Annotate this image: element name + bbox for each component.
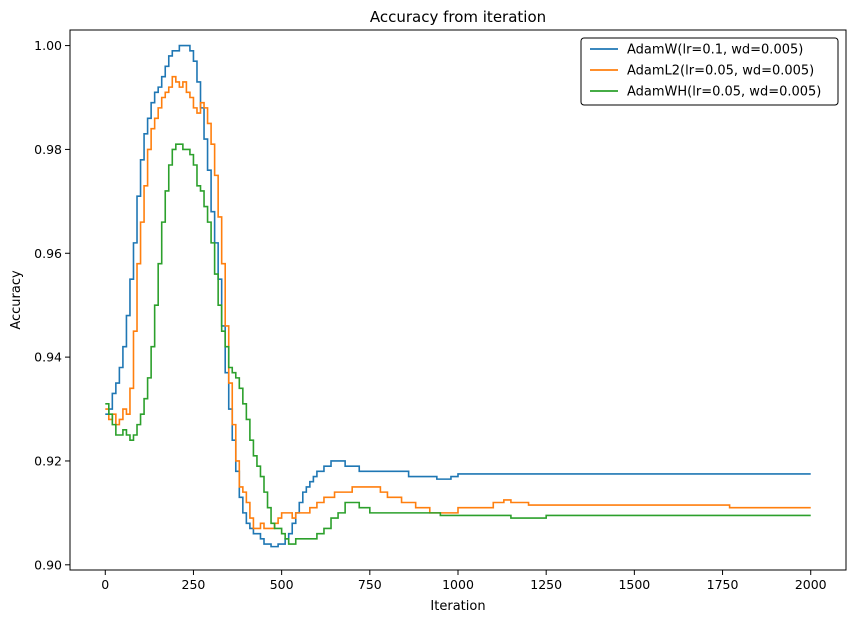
legend: AdamW(lr=0.1, wd=0.005) AdamL2(lr=0.05, w… — [580, 37, 839, 106]
x-axis: 0 250 500 750 1000 1250 1500 1750 2000 — [101, 570, 827, 592]
series-line-1 — [105, 44, 811, 548]
x-tick-label: 1250 — [530, 577, 562, 592]
x-tick-label: 1000 — [442, 577, 474, 592]
x-tick-label: 0 — [101, 577, 109, 592]
plot-area — [70, 30, 846, 570]
x-tick-label: 1750 — [707, 577, 739, 592]
y-tick-label: 1.00 — [34, 38, 62, 53]
series-line-3 — [105, 143, 811, 545]
y-tick-label: 0.92 — [34, 453, 62, 468]
y-axis-title: Accuracy — [9, 270, 24, 330]
x-tick-label: 1500 — [618, 577, 650, 592]
y-axis: 0.90 0.92 0.94 0.96 0.98 1.00 — [34, 38, 70, 572]
x-tick-label: 250 — [182, 577, 206, 592]
legend-label-2: AdamL2(lr=0.05, wd=0.005) — [627, 64, 814, 79]
x-axis-title: Iteration — [430, 599, 485, 614]
y-tick-label: 0.96 — [34, 246, 62, 261]
y-tick-label: 0.90 — [34, 557, 62, 572]
chart-title: Accuracy from iteration — [370, 8, 546, 26]
series-line-2 — [105, 75, 811, 530]
legend-label-3: AdamWH(lr=0.05, wd=0.005) — [627, 85, 821, 100]
legend-label-1: AdamW(lr=0.1, wd=0.005) — [627, 43, 803, 58]
y-tick-label: 0.94 — [34, 350, 62, 365]
y-tick-label: 0.98 — [34, 142, 62, 157]
series-layer — [105, 44, 811, 548]
x-tick-label: 500 — [270, 577, 294, 592]
x-tick-label: 750 — [358, 577, 382, 592]
legend-box — [580, 37, 839, 106]
x-tick-label: 2000 — [795, 577, 827, 592]
